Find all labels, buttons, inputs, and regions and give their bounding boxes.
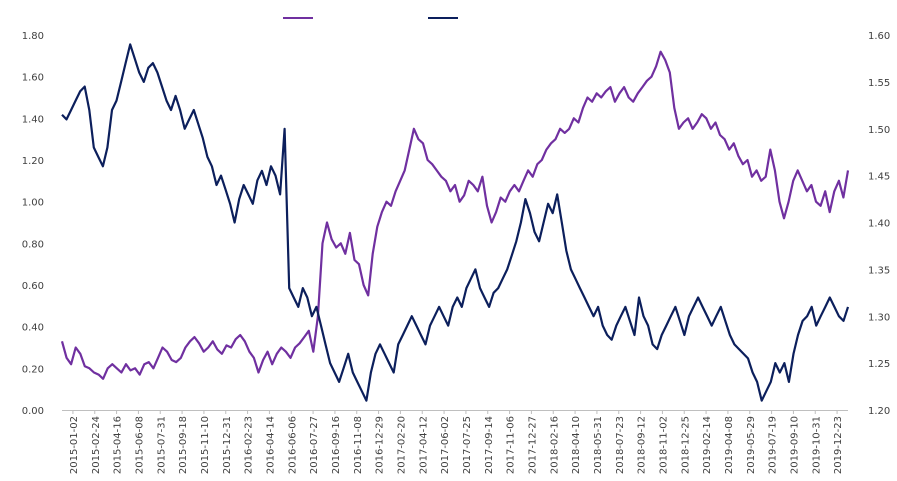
y-right-tick-label: 1.20 xyxy=(868,406,890,417)
x-tick-label: 2017-09-14 xyxy=(484,416,495,474)
y-right-tick-label: 1.45 xyxy=(868,172,890,183)
x-tick-label: 2019-02-14 xyxy=(702,416,713,474)
y-left-tick-label: 1.40 xyxy=(22,114,44,125)
x-tick-label: 2019-10-31 xyxy=(811,416,822,474)
x-tick-label: 2017-12-27 xyxy=(527,416,538,474)
plot-area: 0.00 0.20 0.40 0.60 0.80 1.00 1.20 1.40 1.60 1.80… xyxy=(22,31,891,474)
x-tick-label: 2016-04-14 xyxy=(265,416,276,474)
y-right-tick-label: 1.25 xyxy=(868,359,890,370)
series-line-1 xyxy=(60,50,850,380)
y-left-tick-label: 1.60 xyxy=(22,73,44,84)
x-tick-label: 2016-06-06 xyxy=(287,416,298,474)
x-tick-label: 2015-12-31 xyxy=(222,416,233,474)
x-tick-label: 2019-12-23 xyxy=(833,416,844,474)
y-right-tick-label: 1.30 xyxy=(868,312,890,323)
x-tick-label: 2018-12-25 xyxy=(680,416,691,474)
y-left-tick-label: 0.60 xyxy=(22,281,44,292)
x-tick-label: 2019-05-29 xyxy=(746,416,757,474)
y-left-tick-label: 0.20 xyxy=(22,364,44,375)
y-left-tick-label: 0.80 xyxy=(22,239,44,250)
y-right-tick-label: 1.50 xyxy=(868,125,890,136)
x-tick-label: 2018-09-12 xyxy=(637,416,648,474)
x-tick-label: 2017-11-06 xyxy=(506,416,517,474)
y-left-tick-label: 1.80 xyxy=(22,31,44,42)
x-tick-label: 2015-04-16 xyxy=(113,416,124,474)
x-tick-label: 2015-06-08 xyxy=(134,416,145,474)
x-tick-label: 2017-07-25 xyxy=(462,416,473,474)
x-tick-label: 2016-02-23 xyxy=(244,416,255,474)
x-tick-label: 2018-11-02 xyxy=(658,416,669,474)
x-tick-label: 2018-04-10 xyxy=(571,416,582,474)
x-tick-label: 2015-09-18 xyxy=(178,416,189,474)
x-tick-label: 2015-11-10 xyxy=(200,416,211,474)
y-left-tick-label: 0.00 xyxy=(22,406,44,417)
x-tick-label: 2019-09-10 xyxy=(789,416,800,474)
x-tick-label: 2017-04-12 xyxy=(418,416,429,474)
x-tick-label: 2019-07-19 xyxy=(768,416,779,474)
x-tick-label: 2015-02-24 xyxy=(91,416,102,474)
y-left-tick-label: 1.20 xyxy=(22,156,44,167)
x-tick-label: 2015-01-02 xyxy=(69,416,80,474)
x-tick-label: 2016-11-08 xyxy=(353,416,364,474)
x-tick-label: 2018-05-31 xyxy=(593,416,604,474)
y-right-tick-label: 1.40 xyxy=(868,219,890,230)
y-right-tick-label: 1.60 xyxy=(868,31,890,42)
x-tick-label: 2016-12-29 xyxy=(375,416,386,474)
y-right-tick-label: 1.35 xyxy=(868,265,890,276)
x-tick-label: 2015-07-31 xyxy=(156,416,167,474)
series-line-2 xyxy=(61,43,850,402)
x-tick-label: 2018-07-23 xyxy=(615,416,626,474)
x-tick-label: 2017-02-20 xyxy=(396,416,407,474)
x-tick-label: 2019-04-08 xyxy=(724,416,735,474)
y-right-tick-label: 1.55 xyxy=(868,78,890,89)
x-tick-label: 2018-02-16 xyxy=(549,416,560,474)
y-left-tick-label: 1.00 xyxy=(22,198,44,209)
y-left-tick-label: 0.40 xyxy=(22,323,44,334)
x-tick-label: 2016-07-27 xyxy=(309,416,320,474)
x-tick-label: 2017-06-02 xyxy=(440,416,451,474)
x-tick-label: 2016-09-16 xyxy=(331,416,342,474)
